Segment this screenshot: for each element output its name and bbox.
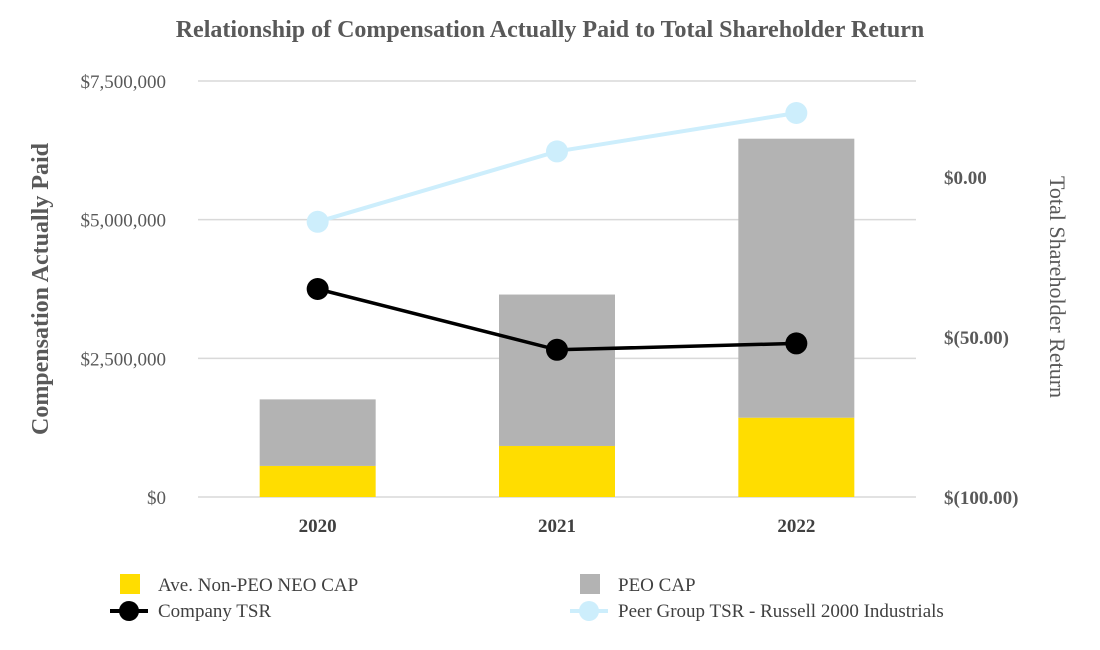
point-peer-tsr-2021 — [546, 140, 568, 163]
line-peer-tsr — [317, 111, 797, 224]
point-company-tsr-2020 — [306, 278, 329, 300]
legend-label-peer-tsr: Peer Group TSR - Russell 2000 Industrial… — [618, 601, 944, 622]
bar-peo-cap-2021 — [499, 294, 615, 446]
right-axis-ticks: $(100.00) $(50.00) $0.00 — [944, 168, 1018, 509]
left-tick-label: $0 — [147, 488, 166, 509]
point-company-tsr-2022 — [785, 332, 808, 355]
left-tick-label: $7,500,000 — [81, 72, 167, 93]
point-peer-tsr-2022 — [785, 102, 808, 124]
point-peer-tsr-2020 — [306, 210, 329, 233]
right-tick-label: $(50.00) — [944, 328, 1009, 349]
left-axis-label: Compensation Actually Paid — [28, 142, 54, 435]
legend-label-non-peo: Ave. Non-PEO NEO CAP — [158, 575, 358, 596]
bar-non-peo-neo-cap-2022 — [738, 417, 855, 497]
category-label-2022: 2022 — [777, 516, 815, 537]
legend-label-company-tsr: Company TSR — [158, 601, 271, 622]
bars — [259, 138, 855, 497]
legend-marker-company-tsr — [119, 601, 139, 621]
legend: Ave. Non-PEO NEO CAP PEO CAP Company TSR… — [110, 574, 944, 622]
category-labels: 2020 2021 2022 — [299, 516, 816, 537]
bar-peo-cap-2022 — [738, 138, 855, 418]
right-tick-label: $(100.00) — [944, 488, 1018, 509]
right-axis-label: Total Shareholder Return — [1045, 176, 1070, 398]
category-label-2021: 2021 — [538, 516, 576, 537]
chart-title: Relationship of Compensation Actually Pa… — [176, 17, 925, 43]
category-label-2020: 2020 — [299, 516, 337, 537]
bar-peo-cap-2020 — [259, 399, 376, 466]
bar-non-peo-neo-cap-2020 — [259, 465, 376, 497]
point-company-tsr-2021 — [546, 338, 568, 361]
left-axis-ticks: $0 $2,500,000 $5,000,000 $7,500,000 — [81, 72, 167, 509]
legend-swatch-non-peo — [120, 574, 140, 594]
legend-label-peo: PEO CAP — [618, 575, 696, 596]
left-tick-label: $2,500,000 — [81, 349, 167, 370]
left-tick-label: $5,000,000 — [81, 211, 167, 232]
lines — [306, 102, 808, 361]
bar-non-peo-neo-cap-2021 — [499, 445, 615, 497]
legend-swatch-peo — [580, 574, 600, 594]
right-tick-label: $0.00 — [944, 168, 987, 189]
legend-marker-peer-tsr — [579, 601, 599, 621]
